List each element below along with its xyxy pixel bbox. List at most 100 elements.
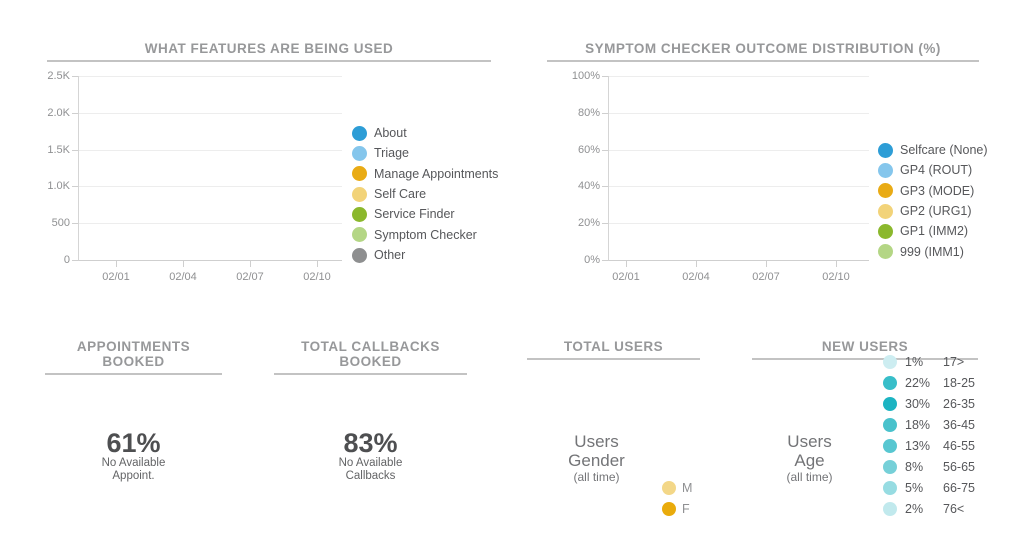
legend-item[interactable]: About [352,123,498,143]
y-axis-tick [72,112,78,114]
legend-color-dot [878,142,893,158]
legend-age-range: 56-65 [943,459,975,474]
callbacks-caption-line2: Callbacks [345,470,396,482]
legend-item[interactable]: Selfcare (None) [878,140,988,160]
legend-percentage: 18% [905,417,931,432]
y-axis-tick [72,149,78,151]
users-age-legend: 1% 17> 22% 18-25 30% 26-35 18% 36-45 13% 46-55 8% 5… [883,351,975,519]
y-axis-label: 0% [584,254,600,266]
legend-label: Selfcare (None) [900,143,988,158]
x-axis-tick [696,261,697,267]
legend-percentage: 8% [905,459,924,474]
x-axis-tick [250,261,251,267]
legend-percentage: 1% [905,354,924,369]
gridline [609,149,869,151]
x-axis-tick [626,261,627,267]
legend-age-range: 76< [943,501,965,516]
legend-item[interactable]: 30% 26-35 [883,393,975,414]
legend-color-dot [883,396,897,411]
gridline [79,223,342,225]
y-axis-tick [602,260,608,261]
y-axis-tick [72,260,78,261]
legend-color-dot [883,417,897,432]
features-plot-area: 2.5K 2.0K 1.5K 1.0K 500 0 02/01 02/04 02/07 02/10 [47,70,342,283]
legend-age-range: 66-75 [943,480,975,495]
y-axis-label: 20% [577,217,600,230]
legend-label: GP3 (MODE) [900,183,975,198]
y-axis-label: 0 [63,254,70,266]
y-axis-label: 1.0K [47,180,70,193]
symptom-plot-area: 100% 80% 60% 40% 20% 0% 02/01 02/04 02/07 02/10 [572,70,869,283]
x-axis-label: 02/10 [822,271,850,283]
legend-item[interactable]: F [662,498,692,519]
appointments-caption-line2: Appoint. [112,470,155,482]
users-gender-line2: Gender [568,451,625,470]
users-age-line2: Age [794,451,825,470]
legend-item[interactable]: GP2 (URG1) [878,201,988,221]
y-axis-tick [72,186,78,188]
legend-item[interactable]: 22% 18-25 [883,372,975,393]
gridline [609,76,869,77]
users-age-alltime: (all time) [786,470,833,484]
legend-age-range: 18-25 [943,375,975,390]
legend-label: M [682,480,693,495]
legend-label: About [374,126,407,141]
legend-label: Self Care [374,187,427,202]
y-axis-label: 500 [51,217,70,230]
legend-age-range: 36-45 [943,417,975,432]
legend-percentage: 30% [905,396,931,411]
appointments-booked-caption: No Available Appoint. [45,457,222,483]
legend-item[interactable]: Manage Appointments [352,164,498,184]
callbacks-booked-title: TOTAL CALLBACKS BOOKED [274,339,467,376]
legend-color-dot [878,162,893,178]
legend-item[interactable]: Service Finder [352,204,498,224]
gridline [79,186,342,188]
x-axis-label: 02/07 [236,271,264,283]
y-axis-label: 2.5K [47,70,70,82]
legend-color-dot [883,375,897,390]
x-axis-tick [116,261,117,267]
legend-label: GP1 (IMM2) [900,224,969,239]
legend-item[interactable]: 5% 66-75 [883,477,975,498]
legend-item[interactable]: 18% 36-45 [883,414,975,435]
legend-item[interactable]: 13% 46-55 [883,435,975,456]
y-axis-tick [602,149,608,151]
legend-color-dot [878,183,893,199]
x-axis-tick [836,261,837,267]
legend-color-dot [352,186,367,202]
legend-item[interactable]: M [662,477,692,498]
legend-item[interactable]: 999 (IMM1) [878,242,988,262]
y-axis-tick [602,112,608,114]
legend-color-dot [352,247,367,263]
gridline [79,149,342,151]
y-axis-label: 2.0K [47,106,70,119]
x-axis-tick [183,261,184,267]
legend-item[interactable]: 8% 56-65 [883,456,975,477]
legend-item[interactable]: 1% 17> [883,351,975,372]
legend-item[interactable]: Self Care [352,184,498,204]
x-axis-tick [317,261,318,267]
legend-label: 999 (IMM1) [900,244,964,259]
x-axis-label: 02/04 [682,271,710,283]
symptom-chart-title: SYMPTOM CHECKER OUTCOME DISTRIBUTION (%) [547,41,979,63]
x-axis-label: 02/10 [303,271,331,283]
legend-item[interactable]: 2% 76< [883,498,975,519]
legend-item[interactable]: Symptom Checker [352,225,498,245]
y-axis-label: 60% [577,143,600,156]
y-axis-tick [602,186,608,188]
gridline [609,223,869,225]
legend-item[interactable]: Triage [352,143,498,163]
x-axis-tick [766,261,767,267]
legend-item[interactable]: Other [352,245,498,265]
gridline [609,112,869,114]
features-chart-title: WHAT FEATURES ARE BEING USED [47,41,491,63]
legend-color-dot [662,480,676,495]
legend-label: F [682,501,690,516]
legend-item[interactable]: GP1 (IMM2) [878,221,988,241]
legend-item[interactable]: GP4 (ROUT) [878,160,988,180]
legend-color-dot [352,125,367,141]
legend-color-dot [878,223,893,239]
users-gender-line1: Users [574,432,619,451]
legend-item[interactable]: GP3 (MODE) [878,181,988,201]
